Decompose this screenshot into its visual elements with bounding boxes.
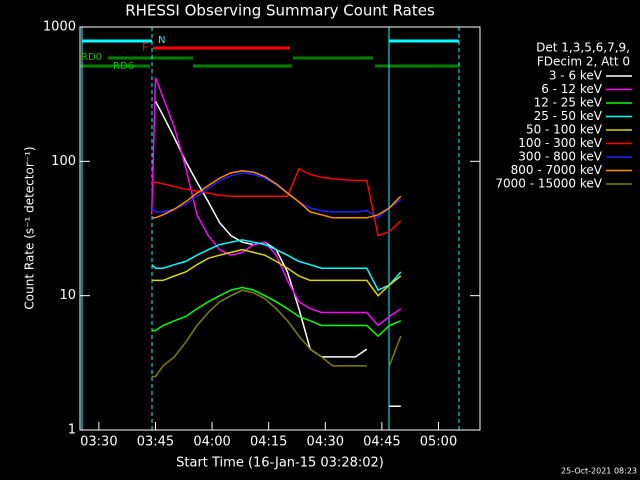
y-tick-label: 1: [68, 423, 76, 438]
y-tick-label: 100: [51, 154, 76, 169]
legend-label: 12 - 25 keV: [534, 96, 603, 110]
annotation: N: [158, 35, 165, 46]
series-line: [154, 100, 401, 408]
annotation: RD0: [81, 52, 102, 63]
plot-frame: [79, 26, 481, 431]
legend-label: 800 - 7000 keV: [511, 163, 603, 177]
chart-title: RHESSI Observing Summary Count Rates: [125, 2, 435, 20]
x-tick-label: 04:15: [250, 435, 287, 450]
x-tick-label: 04:30: [307, 435, 344, 450]
x-axis-label: Start Time (16-Jan-15 03:28:02): [176, 456, 384, 471]
series-line: [151, 167, 402, 237]
x-tick-label: 03:45: [137, 435, 174, 450]
night-lines: [81, 27, 460, 430]
y-axis-label: Count Rate (s⁻¹ detector⁻¹): [23, 146, 37, 309]
series-line: [150, 77, 402, 327]
legend-label: 3 - 6 keV: [549, 69, 603, 83]
annotation: F: [142, 41, 148, 54]
legend-label: 50 - 100 keV: [526, 123, 603, 137]
legend-label: 25 - 50 keV: [534, 109, 603, 123]
y-tick-label: 1000: [43, 20, 76, 35]
y-tick-label: 10: [59, 288, 76, 303]
series-line: [151, 286, 402, 338]
status-bars: [80, 39, 460, 68]
series-line: [151, 248, 402, 297]
legend-title: Det 1,3,5,6,7,9,: [536, 41, 630, 55]
series-line: [151, 239, 402, 292]
series-line: [151, 289, 402, 378]
x-tick-label: 05:00: [420, 435, 457, 450]
annotation: RD6: [113, 61, 134, 72]
footer: 25-Oct-2021 08:23: [561, 467, 637, 476]
series-line: [151, 172, 402, 219]
x-tick-label: 03:30: [80, 435, 117, 450]
legend-label: 6 - 12 keV: [541, 82, 603, 96]
legend-label: 300 - 800 keV: [518, 150, 602, 164]
x-tick-label: 04:45: [363, 435, 400, 450]
legend-label: 7000 - 15000 keV: [495, 177, 602, 191]
legend-label: 100 - 300 keV: [518, 136, 602, 150]
series-line: [151, 170, 402, 219]
x-tick-label: 04:00: [193, 435, 230, 450]
legend-title: FDecim 2, Att 0: [537, 55, 630, 69]
